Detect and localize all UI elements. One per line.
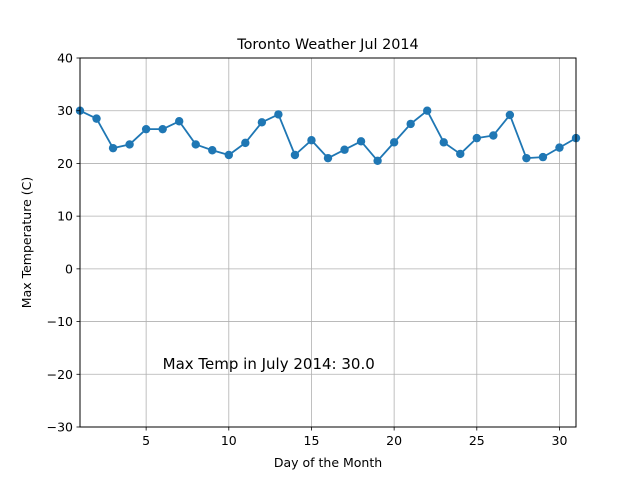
temperature-point xyxy=(208,146,217,155)
x-axis-label: Day of the Month xyxy=(274,455,382,470)
y-axis-label: Max Temperature (C) xyxy=(19,177,34,308)
y-tick-label: 10 xyxy=(57,209,73,224)
y-tick-label: 0 xyxy=(65,261,73,276)
max-temp-annotation: Max Temp in July 2014: 30.0 xyxy=(163,355,375,373)
temperature-point xyxy=(241,138,250,148)
temperature-point xyxy=(389,138,399,147)
temperature-point xyxy=(307,136,316,145)
temperature-point xyxy=(456,149,465,159)
temperature-point xyxy=(191,140,200,149)
temperature-point xyxy=(489,131,498,140)
y-tick-label: −20 xyxy=(47,367,73,382)
temperature-point xyxy=(92,114,101,123)
temperature-point xyxy=(290,150,300,160)
plot-frame xyxy=(79,57,577,428)
temperature-point xyxy=(125,140,134,149)
x-tick-label: 20 xyxy=(386,433,402,448)
temperature-point xyxy=(340,145,349,154)
y-tick-label: 20 xyxy=(57,156,73,171)
temperature-point xyxy=(555,143,564,152)
temperature-point xyxy=(356,137,366,146)
temperature-point xyxy=(439,138,448,147)
x-tick-label: 25 xyxy=(469,433,485,448)
x-tick-label: 10 xyxy=(221,433,237,448)
temperature-point xyxy=(274,110,283,119)
temperature-point xyxy=(505,110,515,120)
x-tick-label: 15 xyxy=(304,433,320,448)
series-layer xyxy=(75,106,581,165)
y-tick-label: −30 xyxy=(47,420,73,435)
y-tick-label: −10 xyxy=(47,314,73,329)
temperature-point xyxy=(141,124,151,134)
x-tick-label: 5 xyxy=(142,433,150,448)
temperature-point xyxy=(323,153,333,163)
temperature-point xyxy=(175,117,184,126)
temperature-point xyxy=(373,156,382,165)
temperature-point xyxy=(538,152,548,162)
axis-ticks: 5 10 15 20 25 30 −30 −20 −10 0 10 20 30 40 xyxy=(47,51,568,449)
chart-title: Toronto Weather Jul 2014 xyxy=(236,37,418,53)
temperature-point xyxy=(522,153,531,163)
x-tick-label: 30 xyxy=(552,433,568,448)
y-tick-label: 40 xyxy=(57,51,73,66)
y-tick-label: 30 xyxy=(57,103,73,118)
temperature-point xyxy=(423,106,432,115)
temperature-point xyxy=(257,118,267,127)
temperature-point xyxy=(406,119,415,129)
temperature-point xyxy=(224,150,233,160)
temperature-point xyxy=(472,133,481,143)
temperature-point xyxy=(158,124,167,134)
temperature-point xyxy=(108,143,118,153)
